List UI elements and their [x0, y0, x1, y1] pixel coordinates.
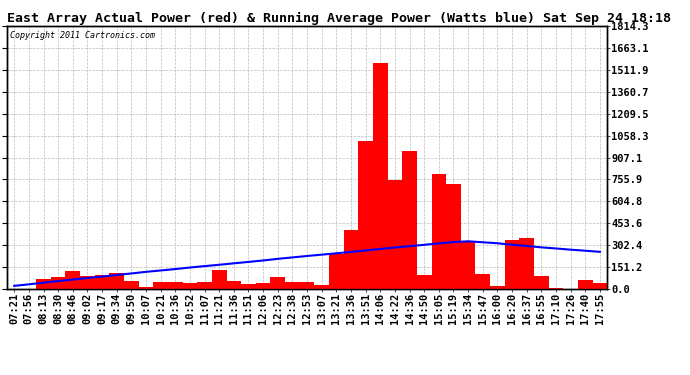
Bar	[593, 283, 607, 289]
Bar	[285, 282, 299, 289]
Text: Copyright 2011 Cartronics.com: Copyright 2011 Cartronics.com	[10, 32, 155, 40]
Bar	[139, 287, 153, 289]
Bar	[358, 141, 373, 289]
Bar	[299, 282, 315, 289]
Text: East Array Actual Power (red) & Running Average Power (Watts blue) Sat Sep 24 18: East Array Actual Power (red) & Running …	[7, 12, 671, 25]
Bar	[66, 271, 80, 289]
Bar	[183, 283, 197, 289]
Bar	[446, 184, 461, 289]
Bar	[417, 275, 431, 289]
Bar	[212, 270, 226, 289]
Bar	[373, 63, 388, 289]
Bar	[534, 276, 549, 289]
Bar	[490, 286, 504, 289]
Bar	[241, 284, 256, 289]
Bar	[95, 275, 110, 289]
Bar	[461, 242, 475, 289]
Bar	[168, 282, 183, 289]
Bar	[520, 238, 534, 289]
Bar	[475, 274, 490, 289]
Bar	[578, 280, 593, 289]
Bar	[124, 280, 139, 289]
Bar	[270, 278, 285, 289]
Bar	[51, 278, 66, 289]
Bar	[110, 273, 124, 289]
Bar	[256, 284, 270, 289]
Bar	[197, 282, 212, 289]
Bar	[431, 174, 446, 289]
Bar	[504, 240, 520, 289]
Bar	[315, 285, 329, 289]
Bar	[80, 276, 95, 289]
Bar	[329, 254, 344, 289]
Bar	[549, 288, 563, 289]
Bar	[153, 282, 168, 289]
Bar	[36, 279, 51, 289]
Bar	[402, 151, 417, 289]
Bar	[344, 230, 358, 289]
Bar	[226, 281, 242, 289]
Bar	[388, 180, 402, 289]
